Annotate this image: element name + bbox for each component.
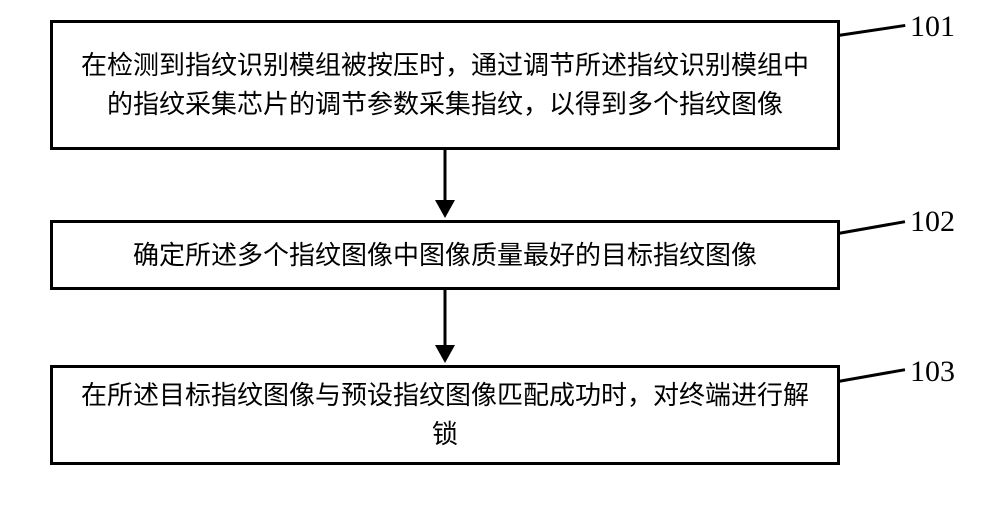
lead-line-101 <box>838 24 906 37</box>
lead-line-102 <box>838 220 905 235</box>
lead-line-103 <box>838 368 905 383</box>
flow-step-text: 确定所述多个指纹图像中图像质量最好的目标指纹图像 <box>133 236 757 275</box>
flow-step-103: 在所述目标指纹图像与预设指纹图像匹配成功时，对终端进行解锁 <box>50 365 840 465</box>
flow-step-102: 确定所述多个指纹图像中图像质量最好的目标指纹图像 <box>50 220 840 290</box>
flow-label-101: 101 <box>910 10 955 44</box>
flow-step-text: 在所述目标指纹图像与预设指纹图像匹配成功时，对终端进行解锁 <box>73 376 817 454</box>
flow-label-103: 103 <box>910 355 955 389</box>
flow-step-text: 在检测到指纹识别模组被按压时，通过调节所述指纹识别模组中的指纹采集芯片的调节参数… <box>73 46 817 124</box>
flowchart-container: 在检测到指纹识别模组被按压时，通过调节所述指纹识别模组中的指纹采集芯片的调节参数… <box>0 0 1000 520</box>
flow-label-102: 102 <box>910 205 955 239</box>
flow-step-101: 在检测到指纹识别模组被按压时，通过调节所述指纹识别模组中的指纹采集芯片的调节参数… <box>50 20 840 150</box>
